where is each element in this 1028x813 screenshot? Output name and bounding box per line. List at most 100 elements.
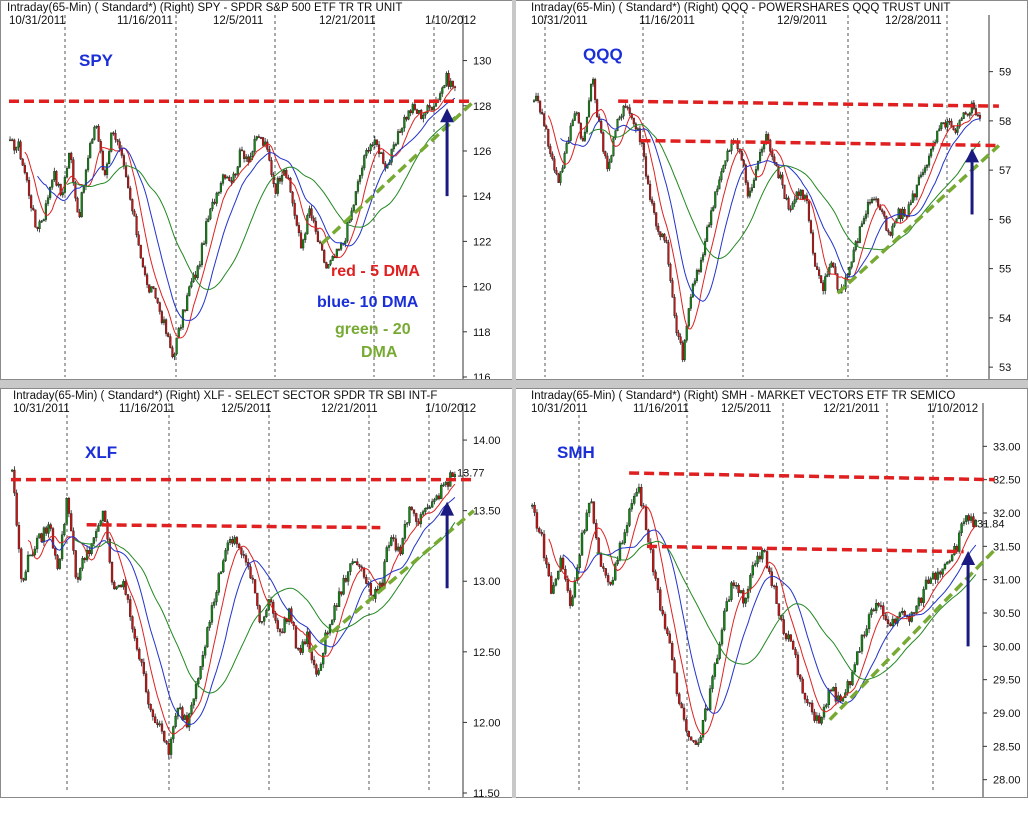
candle-body [694, 740, 698, 745]
support-line [308, 509, 475, 654]
price-chart-xlf[interactable]: 14.00 13.77 13.50 13.00 12.50 12.00 11.50 [1, 389, 514, 798]
chart-header: Intraday(65-Min) ( Standard*) (Right) QQ… [531, 2, 951, 14]
candle-body [853, 664, 857, 673]
candle-body [194, 274, 197, 279]
candle-body [146, 274, 149, 285]
candle-body [86, 157, 90, 171]
candle-body [140, 658, 143, 663]
candle-body [72, 530, 75, 551]
candle-body [324, 632, 327, 654]
candle-body [268, 149, 271, 161]
candle-body [190, 281, 193, 287]
candle-body [147, 691, 150, 705]
candle-body [886, 619, 890, 624]
candle-body [714, 191, 717, 208]
candle-body [889, 623, 892, 627]
price-tick-label: 54 [999, 313, 1011, 325]
candle-body [70, 513, 73, 532]
candle-body [424, 112, 427, 116]
candle-body [238, 543, 241, 549]
price-tick-label: 31.00 [993, 575, 1021, 587]
candle-body [753, 563, 757, 566]
candle-body [530, 504, 534, 507]
candle-body [797, 191, 800, 196]
candle-body [697, 269, 701, 272]
candle-body [203, 646, 207, 656]
candle-body [256, 592, 259, 606]
candle-body [870, 609, 873, 615]
price-tick-label: 59 [999, 67, 1011, 79]
candle-body [344, 240, 347, 244]
candle-body [211, 201, 214, 210]
candle-body [76, 576, 80, 580]
candle-body [581, 137, 584, 141]
candle-body [207, 218, 210, 222]
candle-body [162, 319, 166, 324]
candle-body [868, 201, 872, 204]
candle-body [931, 572, 935, 579]
candle-body [322, 653, 325, 665]
candle-body [834, 266, 837, 274]
candle-body [723, 610, 726, 631]
candle-body [633, 496, 636, 504]
candle-body [917, 597, 921, 607]
candle-body [801, 678, 804, 694]
candle-body [23, 165, 26, 173]
price-chart-spy[interactable]: 130 128 126 124 122 120 118 116 [1, 1, 514, 380]
chart-panel-xlf[interactable]: 14.00 13.77 13.50 13.00 12.50 12.00 11.50 Intr… [0, 388, 514, 798]
candle-body [541, 112, 544, 115]
ticker-label: SPY [79, 51, 114, 70]
candle-body [272, 174, 275, 184]
candle-body [590, 501, 593, 504]
candle-body [25, 172, 29, 181]
candle-body [160, 723, 164, 732]
candle-body [750, 187, 753, 192]
price-tick-label: 13.00 [473, 576, 501, 588]
candle-body [799, 674, 802, 680]
candle-body [915, 605, 918, 614]
candle-body [101, 150, 104, 171]
candle-body [978, 115, 982, 119]
candle-body [144, 673, 148, 693]
candle-body [387, 545, 391, 548]
chart-panel-qqq[interactable]: 59 58 57 56 55 54 53 Intraday(65-Min) ( Standa… [514, 0, 1028, 380]
candle-body [118, 141, 121, 149]
chart-panel-spy[interactable]: 130 128 126 124 122 120 118 116 Intraday(65-Min… [0, 0, 514, 380]
candle-body [834, 687, 838, 702]
candle-body [301, 641, 304, 653]
candle-body [13, 139, 16, 151]
candle-body [962, 521, 966, 524]
chart-panel-smh[interactable]: 33.00 32.50 32.00 31.84 31.50 31.00 30.50 30.00… [514, 388, 1028, 798]
candle-body [439, 93, 442, 100]
ma10-line [37, 97, 456, 321]
candle-body [547, 128, 550, 147]
candle-body [898, 612, 902, 617]
candle-body [671, 280, 674, 298]
candle-body [958, 532, 961, 552]
candle-body [35, 537, 39, 550]
candle-body [407, 110, 410, 120]
candle-body [276, 177, 279, 194]
candle-body [224, 174, 227, 179]
candle-body [91, 139, 94, 144]
candle-body [27, 179, 31, 196]
candle-body [744, 164, 747, 183]
candle-body [17, 141, 20, 148]
candle-body [950, 554, 954, 562]
candle-body [411, 104, 414, 114]
candle-body [846, 681, 849, 693]
candle-body [262, 616, 266, 622]
candle-body [820, 275, 823, 283]
candle-body [154, 287, 157, 299]
ticker-label: QQQ [583, 45, 623, 64]
candle-body [325, 262, 328, 269]
candle-body [769, 139, 772, 152]
candle-body [116, 139, 119, 142]
candle-body [259, 137, 263, 139]
date-label: 1/10/2012 [927, 403, 979, 415]
price-chart-qqq[interactable]: 59 58 57 56 55 54 53 [515, 1, 1028, 380]
candle-body [756, 555, 759, 564]
candle-body [803, 195, 806, 200]
candle-body [739, 590, 743, 594]
